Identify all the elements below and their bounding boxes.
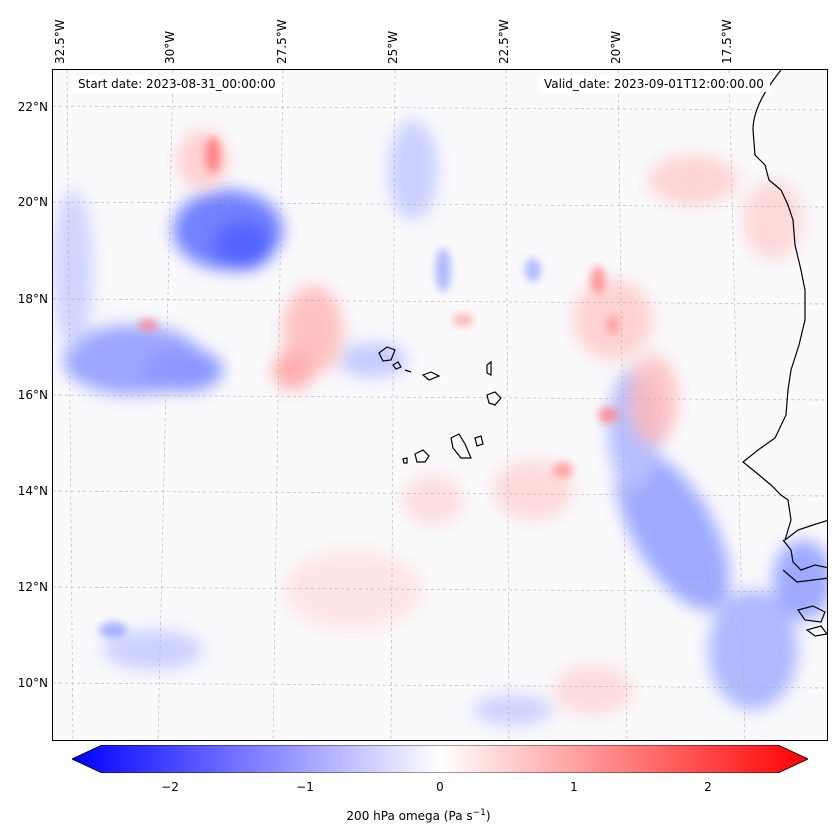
lat-label: 14°N xyxy=(17,484,48,498)
colorbar-tick: 0 xyxy=(436,780,444,794)
colorbar-tick: −1 xyxy=(296,780,314,794)
lon-label: 20°W xyxy=(609,30,623,64)
graticule xyxy=(53,70,827,740)
colorbar-tick: −2 xyxy=(161,780,179,794)
colorbar-tick: 1 xyxy=(570,780,578,794)
map-panel[interactable] xyxy=(52,69,828,741)
lat-label: 10°N xyxy=(17,676,48,690)
lon-label: 22.5°W xyxy=(497,19,511,64)
lat-label: 12°N xyxy=(17,580,48,594)
lon-label: 32.5°W xyxy=(53,19,67,64)
lon-label: 25°W xyxy=(386,30,400,64)
omega-field xyxy=(53,70,827,740)
colorbar-label: 200 hPa omega (Pa s−1) xyxy=(346,808,491,823)
colorbar-tick: 2 xyxy=(704,780,712,794)
cape-verde-islands xyxy=(378,346,502,464)
lat-label: 22°N xyxy=(17,100,48,114)
valid-date-label: Valid_date: 2023-09-01T12:00:00.00 xyxy=(538,76,770,92)
lat-label: 20°N xyxy=(17,195,48,209)
lat-label: 16°N xyxy=(17,388,48,402)
coastline xyxy=(742,70,827,637)
start-date-label: Start date: 2023-08-31_00:00:00 xyxy=(72,76,282,92)
lon-label: 30°W xyxy=(163,30,177,64)
lat-label: 18°N xyxy=(17,292,48,306)
lon-label: 17.5°W xyxy=(720,19,734,64)
colorbar xyxy=(72,745,808,773)
lon-label: 27.5°W xyxy=(275,19,289,64)
